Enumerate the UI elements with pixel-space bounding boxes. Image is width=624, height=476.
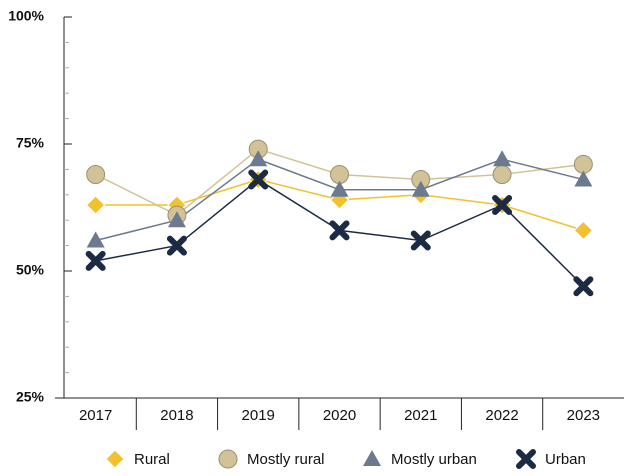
x-tick-label: 2022 (485, 407, 518, 424)
point (573, 276, 594, 297)
point (85, 250, 106, 271)
y-tick-label: 50% (16, 262, 45, 278)
y-tick-label: 75% (16, 135, 45, 151)
point (329, 220, 350, 241)
point (574, 170, 593, 187)
x-tick-label: 2020 (323, 407, 356, 424)
y-tick-label: 100% (8, 8, 44, 24)
x-tick-label: 2021 (404, 407, 437, 424)
legend-marker (363, 450, 381, 466)
point (167, 211, 186, 228)
point (248, 169, 269, 190)
point (330, 180, 349, 197)
legend-label: Mostly urban (391, 451, 477, 468)
legend-marker (218, 449, 238, 469)
point (86, 164, 106, 184)
point (410, 230, 431, 251)
point (411, 180, 430, 197)
point (85, 195, 106, 215)
x-tick-label: 2018 (160, 407, 193, 424)
legend-label: Mostly rural (247, 451, 325, 468)
point (492, 164, 512, 184)
y-tick-label: 25% (16, 389, 45, 405)
x-tick-label: 2023 (567, 407, 600, 424)
point (493, 150, 512, 167)
point (249, 150, 268, 167)
legend-label: Rural (134, 451, 170, 468)
point (166, 235, 187, 256)
point (573, 220, 594, 241)
x-tick-label: 2019 (242, 407, 275, 424)
legend-marker (516, 449, 536, 469)
legend-marker (105, 449, 125, 469)
x-tick-label: 2017 (79, 407, 112, 424)
legend-label: Urban (545, 451, 586, 468)
point (86, 231, 105, 248)
point (492, 194, 513, 215)
